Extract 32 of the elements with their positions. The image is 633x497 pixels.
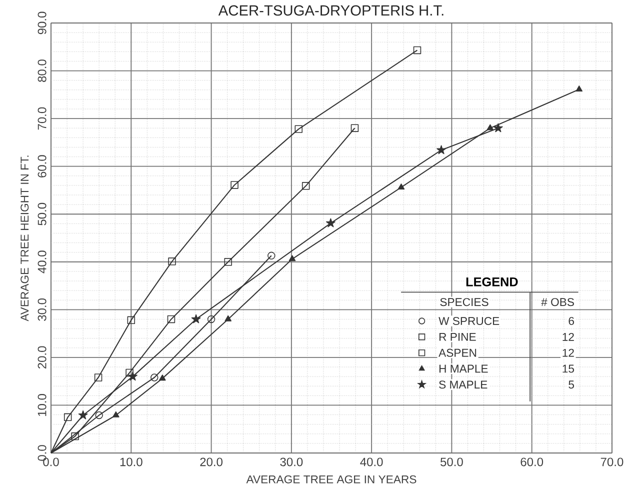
legend-label: W SPRUCE <box>438 316 500 325</box>
annotation: 12 <box>562 348 574 357</box>
x-tick-label: 10.0 <box>120 458 142 466</box>
y-tick-label: 20.0 <box>38 346 46 369</box>
y-tick-label: 30.0 <box>38 298 46 321</box>
x-axis-title: AVERAGE TREE AGE IN YEARS <box>246 475 416 484</box>
x-tick-label: 60.0 <box>520 458 544 466</box>
y-tick-label: 10.0 <box>38 394 46 416</box>
legend-label: R PINE <box>439 332 476 341</box>
chart-title: ACER-TSUGA-DRYOPTERIS H.T. <box>218 5 444 16</box>
x-tick-label: 30.0 <box>280 458 303 466</box>
x-tick-label: 40.0 <box>360 458 383 466</box>
y-tick-label: 90.0 <box>38 12 46 34</box>
y-tick-label: 80.0 <box>38 60 46 82</box>
legend-label: S MAPLE <box>439 380 488 389</box>
annotation: # OBS <box>541 298 574 306</box>
x-tick-label: 20.0 <box>200 458 222 466</box>
y-tick-label: 60.0 <box>38 155 46 178</box>
x-tick-label: 50.0 <box>440 458 463 466</box>
annotation: SPECIES <box>440 298 488 306</box>
y-axis-title: AVERAGE TREE HEIGHT IN FT. <box>20 156 29 322</box>
y-tick-label: 40.0 <box>38 250 46 274</box>
x-tick-label: 70.0 <box>600 458 624 466</box>
legend-title: LEGEND <box>466 277 518 286</box>
y-tick-label: 50.0 <box>38 202 46 226</box>
y-tick-label: 70.0 <box>38 107 46 130</box>
legend-label: ASPEN <box>438 348 476 357</box>
annotation: 15 <box>562 364 574 373</box>
annotation: 5 <box>568 380 574 389</box>
annotation: 6 <box>568 316 574 325</box>
legend-label: H MAPLE <box>439 364 488 373</box>
annotation: 12 <box>562 332 574 341</box>
